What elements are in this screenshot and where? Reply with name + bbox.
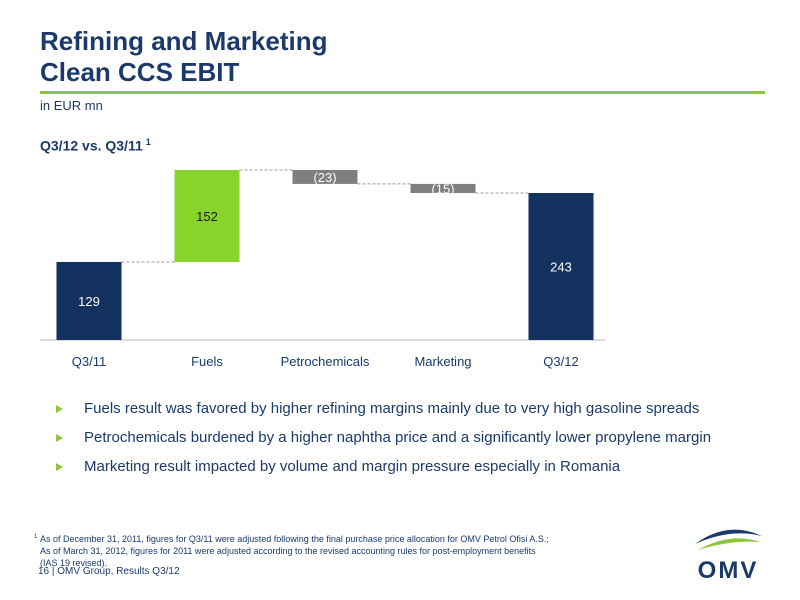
bar (174, 170, 240, 262)
title-line: Clean CCS EBIT (40, 57, 240, 87)
bullet-marker (56, 463, 63, 471)
footnote-line: As of March 31, 2012, figures for 2011 w… (40, 546, 536, 556)
chart-title: Q3/12 vs. Q3/11 (40, 137, 143, 154)
value-label: (23) (313, 170, 336, 185)
x-tick-label: Q3/12 (543, 354, 578, 369)
footer-text: OMV Group, Results Q3/12 (57, 566, 180, 577)
bullet: Fuels result was favored by higher refin… (56, 400, 736, 418)
bar (292, 170, 358, 184)
value-label: 243 (550, 259, 572, 274)
x-tick-label: Q3/11 (72, 354, 106, 369)
bar (410, 183, 476, 193)
x-tick-label: Petrochemicals (281, 354, 370, 369)
title-rule (40, 91, 765, 94)
footnote-line: As of December 31, 2011, figures for Q3/… (40, 534, 549, 544)
title-line: Refining and Marketing (40, 26, 328, 56)
unit: in EUR mn (40, 98, 103, 113)
bar (56, 261, 122, 340)
value-label: 129 (78, 294, 100, 309)
bullet-marker (56, 405, 63, 413)
title: Refining and Marketing Clean CCS EBIT (40, 26, 327, 88)
logo: OMV (695, 529, 762, 584)
x-tick-label: Fuels (191, 354, 223, 369)
x-tick-label: Marketing (414, 354, 471, 369)
bullet-marker (56, 434, 63, 442)
bullet-text: Marketing result impacted by volume and … (84, 458, 621, 475)
bar (528, 192, 594, 340)
logo-text: OMV (698, 557, 759, 584)
bullet: Marketing result impacted by volume and … (56, 458, 736, 476)
footnote: 1 As of December 31, 2011, figures for Q… (34, 533, 680, 569)
bullet-text: Petrochemicals burdened by a higher naph… (84, 429, 712, 446)
bullet: Petrochemicals burdened by a higher naph… (56, 429, 736, 447)
footer: 16 | OMV Group, Results Q3/12 (38, 566, 180, 577)
chart-title-box: Q3/12 vs. Q3/11 1 (40, 137, 151, 154)
bullet-text: Fuels result was favored by higher refin… (84, 400, 700, 417)
bullet-list: Fuels result was favored by higher refin… (56, 400, 736, 487)
footnote-marker: 1 (34, 534, 38, 540)
chart: 129 Q3/11 152 Fuels (23) Petrochemicals (15) Ma… (40, 169, 605, 369)
logo-swoosh (698, 538, 760, 550)
footnote-ref: 1 (145, 137, 151, 147)
logo-swoosh (695, 529, 762, 544)
footnote-line: (IAS 19 revised). (40, 558, 108, 568)
value-label: (15) (431, 181, 454, 196)
page-number: 16 (38, 566, 50, 577)
value-label: 152 (196, 209, 218, 224)
